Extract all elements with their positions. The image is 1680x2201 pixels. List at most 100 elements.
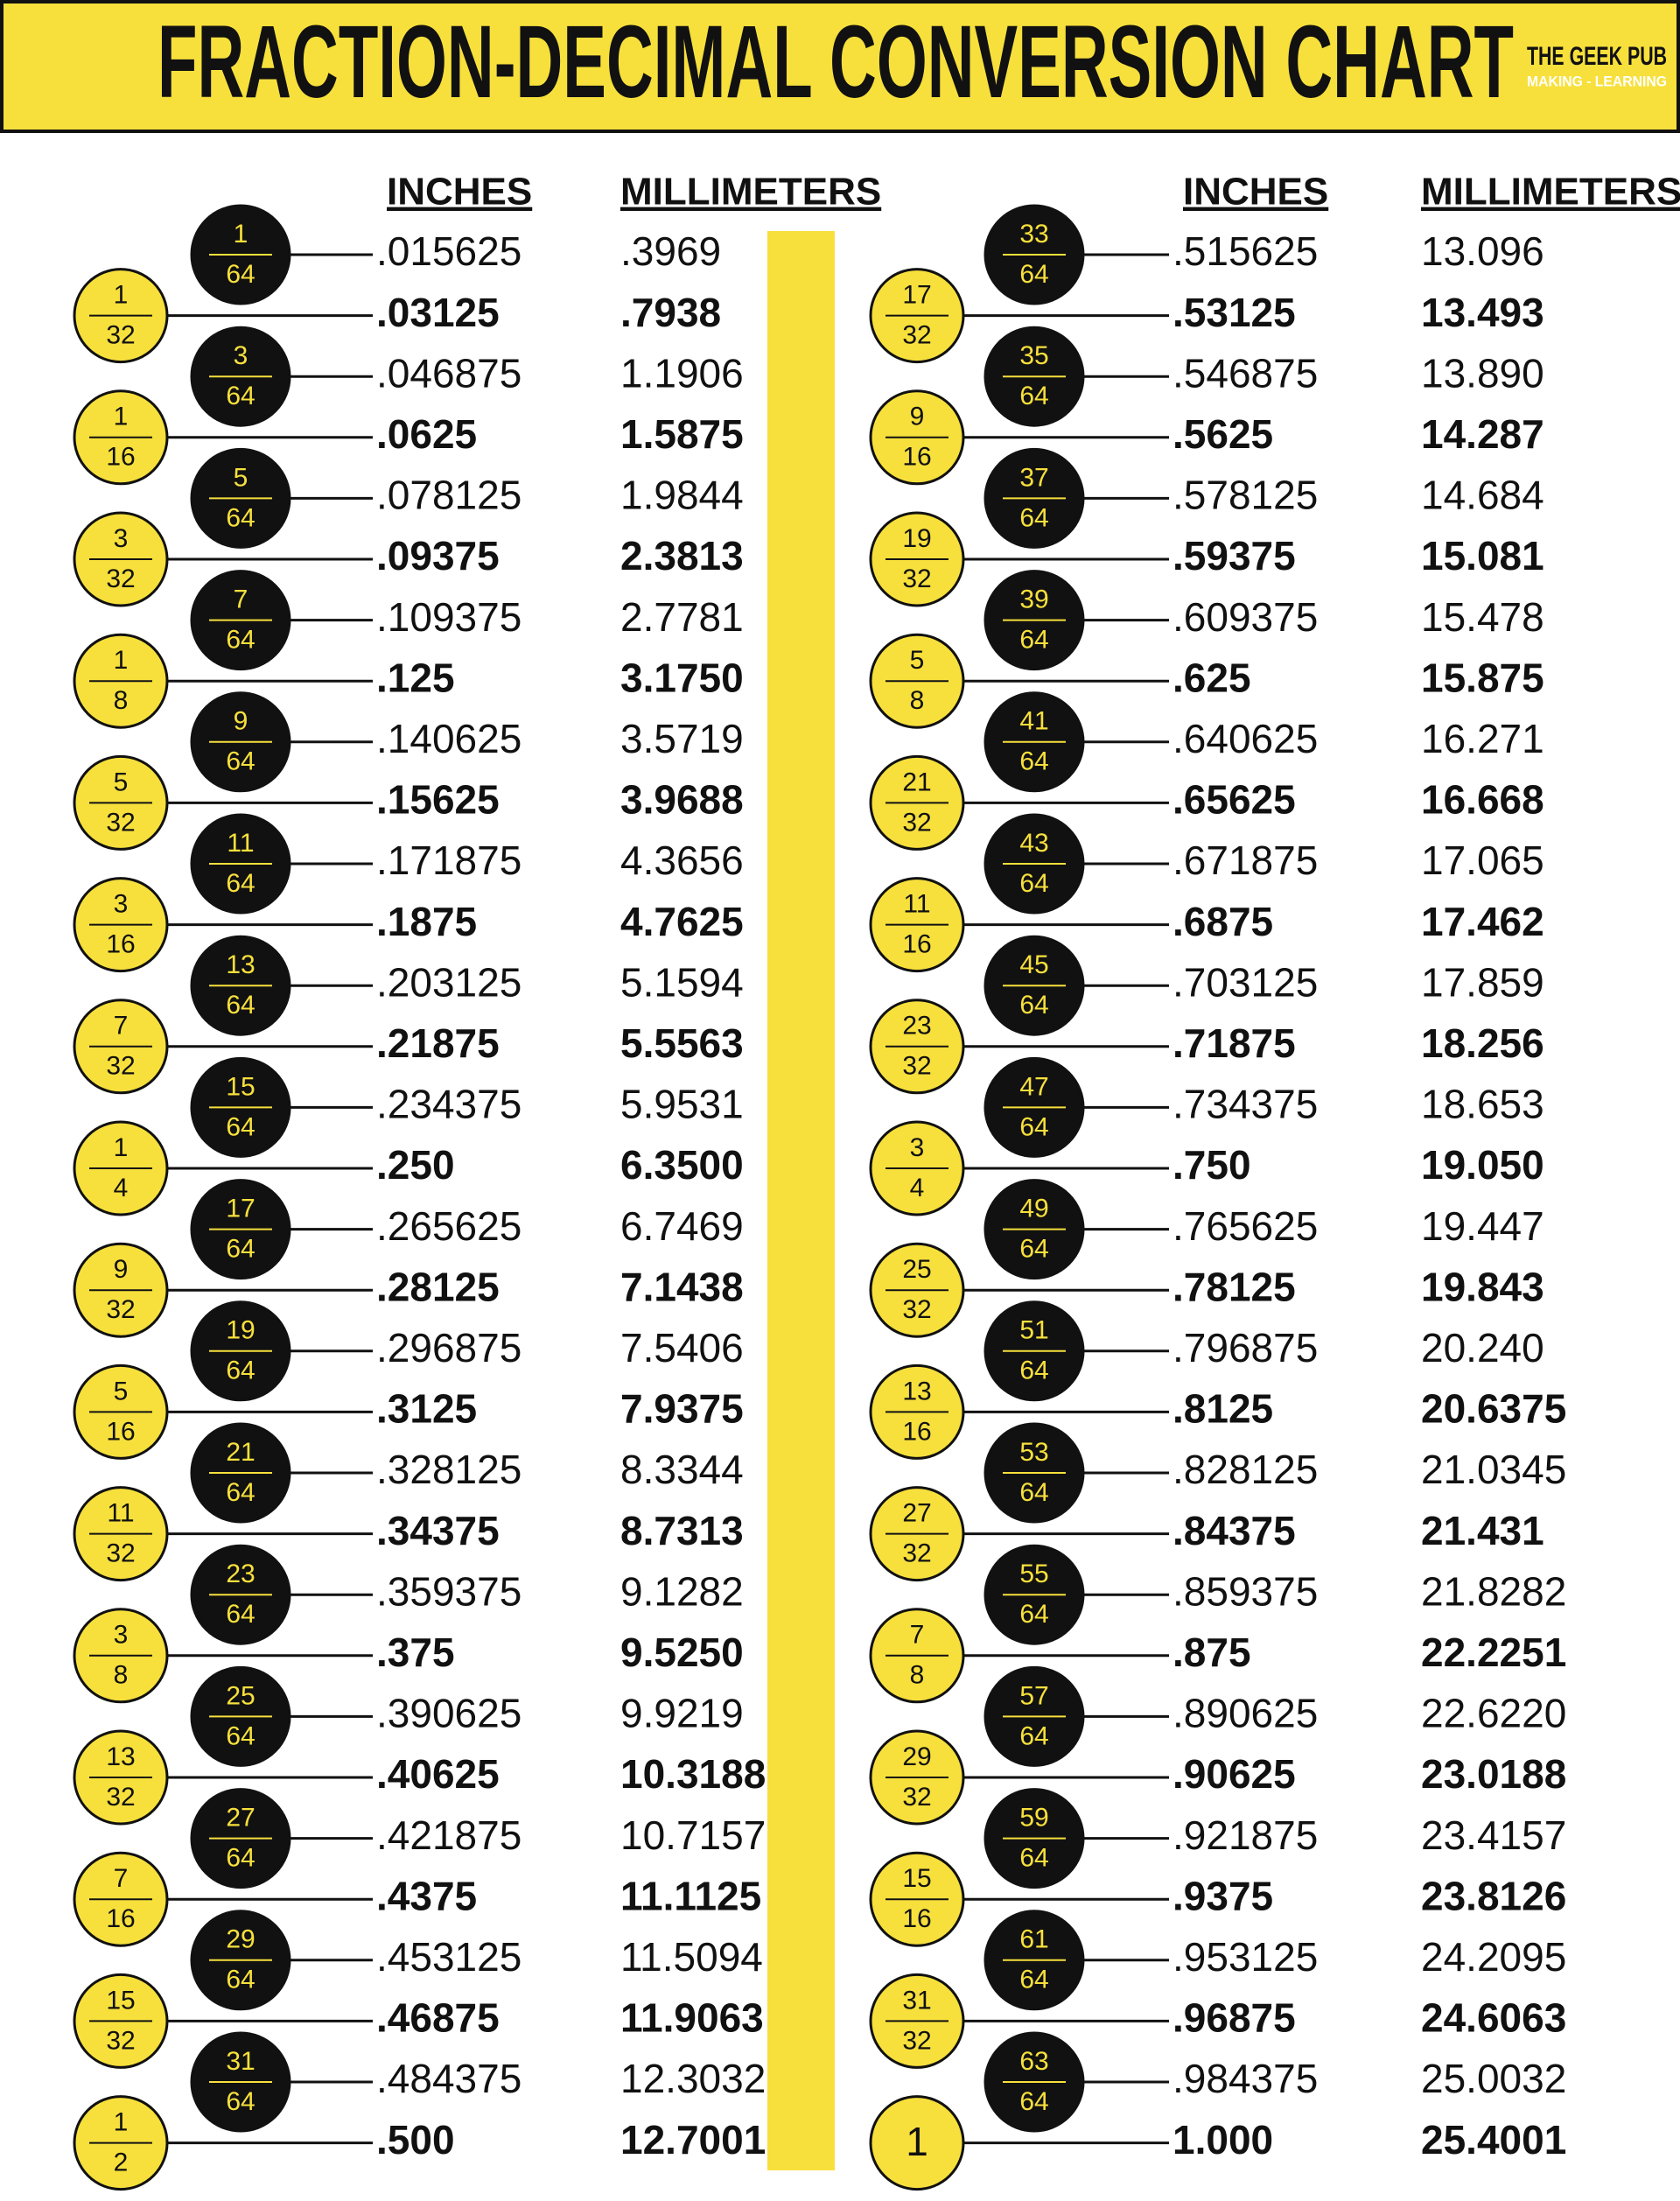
- denominator: 16: [106, 443, 135, 472]
- mm-value: 13.890: [1421, 350, 1544, 396]
- denominator: 64: [226, 1235, 255, 1264]
- fraction-circle-light: [869, 2095, 965, 2191]
- mm-value: 13.493: [1421, 290, 1544, 335]
- mm-value: 12.3032: [620, 2056, 766, 2101]
- inches-value: .40625: [376, 1751, 500, 1797]
- mm-value: 9.1282: [620, 1568, 744, 1614]
- denominator: 64: [1019, 382, 1048, 410]
- inches-value: .1875: [376, 899, 477, 944]
- inches-value: .796875: [1172, 1325, 1318, 1370]
- inches-value: .375: [376, 1630, 455, 1675]
- numerator: 1: [234, 220, 248, 249]
- denominator: 4: [910, 1174, 925, 1202]
- mm-value: 17.065: [1421, 838, 1544, 883]
- inches-value: .828125: [1172, 1447, 1318, 1492]
- mm-value: 10.7157: [620, 1812, 766, 1858]
- mm-value: 19.447: [1421, 1203, 1544, 1249]
- mm-value: 2.7781: [620, 594, 744, 640]
- denominator: 32: [106, 808, 135, 837]
- numerator: 27: [226, 1804, 255, 1833]
- denominator: 64: [226, 2087, 255, 2116]
- denominator: 32: [106, 1539, 135, 1568]
- numerator: 5: [114, 768, 129, 796]
- inches-value: .71875: [1172, 1020, 1296, 1066]
- denominator: 64: [226, 1966, 255, 1994]
- mm-value: 5.1594: [620, 959, 744, 1005]
- numerator: 23: [902, 1012, 931, 1041]
- mm-value: 5.9531: [620, 1082, 744, 1127]
- numerator: 55: [1019, 1560, 1048, 1588]
- numerator: 7: [234, 585, 248, 614]
- numerator: 47: [1019, 1072, 1048, 1101]
- numerator: 15: [106, 1986, 135, 2015]
- mm-value: 17.859: [1421, 959, 1544, 1005]
- inches-value: .859375: [1172, 1568, 1318, 1614]
- mm-value: 18.256: [1421, 1020, 1544, 1066]
- inches-value: .140625: [376, 716, 522, 761]
- denominator: 16: [902, 1904, 931, 1933]
- mm-value: 1.9844: [620, 473, 744, 518]
- denominator: 32: [902, 1052, 931, 1081]
- mm-value: 6.7469: [620, 1203, 744, 1249]
- inches-value: .703125: [1172, 959, 1318, 1005]
- mm-value: 9.5250: [620, 1630, 744, 1675]
- numerator: 59: [1019, 1804, 1048, 1833]
- numerator: 19: [226, 1316, 255, 1345]
- numerator: 51: [1019, 1316, 1048, 1345]
- numerator: 39: [1019, 585, 1048, 614]
- inches-value: .5625: [1172, 411, 1273, 457]
- numerator: 61: [1019, 1925, 1048, 1954]
- denominator: 32: [106, 321, 135, 350]
- numerator: 25: [226, 1681, 255, 1710]
- inches-value: .953125: [1172, 1934, 1318, 1980]
- title: FRACTION-DECIMAL CONVERSION CHART: [158, 4, 1514, 120]
- numerator: 43: [1019, 829, 1048, 858]
- mm-value: 20.6375: [1421, 1386, 1566, 1432]
- mm-value: 21.8282: [1421, 1568, 1566, 1614]
- mm-value: 14.684: [1421, 473, 1544, 518]
- inches-value: .250: [376, 1142, 455, 1188]
- denominator: 32: [106, 2026, 135, 2055]
- mm-value: 1.1906: [620, 350, 744, 396]
- mm-value: 22.2251: [1421, 1630, 1566, 1675]
- mm-value: 4.7625: [620, 899, 744, 944]
- denominator: 16: [902, 1417, 931, 1446]
- inches-value: .921875: [1172, 1812, 1318, 1858]
- inches-value: .34375: [376, 1508, 500, 1553]
- mm-value: .7938: [620, 290, 721, 335]
- denominator: 64: [1019, 869, 1048, 898]
- numerator: 3: [910, 1133, 925, 1162]
- mm-value: 7.5406: [620, 1325, 744, 1370]
- inches-value: .234375: [376, 1082, 522, 1127]
- mm-value: 17.462: [1421, 899, 1544, 944]
- denominator: 64: [1019, 260, 1048, 289]
- mm-value: 7.9375: [620, 1386, 744, 1432]
- mm-value: 13.096: [1421, 228, 1544, 274]
- inches-value: .453125: [376, 1934, 522, 1980]
- inches-value: .578125: [1172, 473, 1318, 518]
- inches-value: .109375: [376, 594, 522, 640]
- numerator: 31: [226, 2047, 255, 2076]
- numerator: 1: [114, 646, 129, 675]
- inches-value: 1.000: [1172, 2117, 1273, 2162]
- mm-value: 20.240: [1421, 1325, 1544, 1370]
- inches-value: .90625: [1172, 1751, 1296, 1797]
- inches-value: .671875: [1172, 838, 1318, 883]
- denominator: 64: [226, 747, 255, 776]
- inches-value: .328125: [376, 1447, 522, 1492]
- numerator: 13: [106, 1742, 135, 1771]
- mm-value: 23.8126: [1421, 1873, 1566, 1918]
- mm-value: 11.9063: [620, 1995, 764, 2041]
- numerator: 45: [1019, 950, 1048, 979]
- mm-value: 18.653: [1421, 1082, 1544, 1127]
- numerator: 7: [114, 1864, 129, 1893]
- denominator: 64: [226, 1478, 255, 1507]
- denominator: 32: [106, 1783, 135, 1812]
- mm-value: 25.0032: [1421, 2056, 1566, 2101]
- inches-value: .65625: [1172, 777, 1296, 823]
- mm-value: 16.668: [1421, 777, 1544, 823]
- denominator: 32: [902, 321, 931, 350]
- numerator: 5: [234, 463, 248, 492]
- denominator: 64: [1019, 1356, 1048, 1385]
